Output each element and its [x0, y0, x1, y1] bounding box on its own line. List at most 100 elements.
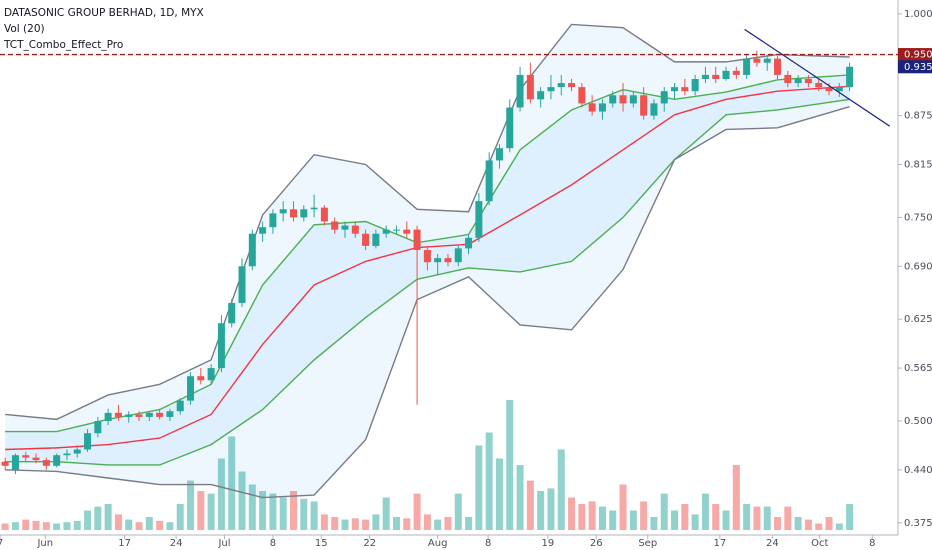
- plot-area: [1, 23, 891, 530]
- x-tick-label: 7: [0, 538, 3, 549]
- volume-bar: [774, 517, 782, 530]
- candle-body: [289, 209, 297, 218]
- volume-bar: [42, 522, 50, 530]
- volume-bar: [300, 498, 308, 530]
- candle-body: [578, 87, 586, 104]
- volume-bar: [835, 523, 843, 530]
- volume-bar: [732, 465, 740, 530]
- candle-body: [701, 74, 709, 79]
- y-tick-label: 0.750: [904, 212, 932, 223]
- volume-bar: [568, 497, 576, 530]
- price-label: 0.950: [904, 50, 932, 61]
- candle-body: [619, 95, 627, 104]
- candle-body: [320, 207, 328, 222]
- candle-body: [465, 237, 473, 249]
- candle-body: [104, 412, 112, 421]
- volume-bar: [485, 432, 493, 530]
- volume-bar: [671, 510, 679, 530]
- volume-bar: [156, 520, 164, 530]
- candle-body: [609, 95, 617, 104]
- candle-body: [640, 95, 648, 116]
- candle-body: [547, 87, 555, 92]
- band-line: [5, 23, 850, 421]
- candle-body: [753, 58, 761, 63]
- volume-bar: [846, 504, 854, 530]
- volume-bar: [259, 491, 267, 530]
- candle-body: [506, 107, 514, 149]
- x-tick-label: 8: [869, 538, 875, 549]
- volume-bar: [94, 506, 102, 530]
- candle-body: [341, 225, 349, 230]
- volume-bar: [629, 510, 637, 530]
- candle-body: [516, 74, 524, 108]
- x-tick-label: 17: [118, 538, 131, 549]
- volume-bar: [187, 480, 195, 530]
- candle-body: [454, 248, 462, 263]
- candle-body: [681, 87, 689, 92]
- indicator-label: TCT_Combo_Effect_Pro: [3, 39, 123, 51]
- candle-body: [557, 83, 565, 88]
- candle-body: [774, 58, 782, 75]
- candle-body: [279, 209, 287, 214]
- candle-body: [794, 78, 802, 84]
- volume-bar: [598, 506, 606, 530]
- candle-body: [568, 83, 576, 88]
- candle-body: [846, 66, 854, 88]
- volume-bar: [73, 520, 81, 530]
- volume-bar: [588, 501, 596, 530]
- candle-body: [145, 412, 153, 417]
- y-tick-label: 0.625: [904, 314, 932, 325]
- candle-body: [804, 78, 812, 84]
- x-tick-label: 15: [315, 538, 328, 549]
- volume-bar: [289, 491, 297, 530]
- y-tick-label: 0.500: [904, 416, 932, 427]
- candle-body: [362, 233, 370, 246]
- volume-bar: [372, 514, 380, 530]
- candle-body: [691, 78, 699, 92]
- chart-title: DATASONIC GROUP BERHAD, 1D, MYX: [4, 7, 204, 19]
- candle-body: [598, 103, 606, 112]
- volume-bar: [104, 504, 112, 530]
- price-label-box: [898, 60, 932, 74]
- volume-bar: [11, 522, 19, 530]
- candle-body: [784, 74, 792, 84]
- volume-bar: [310, 501, 318, 530]
- candle-body: [722, 70, 730, 79]
- candle-body: [176, 400, 184, 412]
- candle-body: [207, 368, 215, 381]
- x-tick-label: 17: [713, 538, 726, 549]
- x-tick-label: 26: [590, 538, 603, 549]
- volume-bar: [434, 519, 442, 530]
- volume-bar: [475, 445, 483, 530]
- volume-bar: [279, 497, 287, 530]
- candle-body: [1, 461, 9, 466]
- volume-bar: [578, 504, 586, 530]
- candle-body: [423, 249, 431, 263]
- candle-body: [382, 229, 390, 234]
- candle-body: [11, 455, 19, 470]
- candle-body: [763, 58, 771, 63]
- candle-body: [248, 233, 256, 267]
- y-tick-label: 0.565: [904, 363, 932, 374]
- volume-bar: [392, 517, 400, 530]
- candle-body: [114, 412, 122, 417]
- volume-bar: [84, 510, 92, 530]
- x-tick-label: 8: [485, 538, 491, 549]
- candle-body: [650, 103, 658, 116]
- volume-bar: [63, 522, 71, 530]
- volume-bar: [125, 519, 133, 530]
- x-tick-label: Oct: [811, 538, 828, 549]
- candle-body: [53, 455, 61, 466]
- volume-bar: [506, 400, 514, 530]
- volume-bar: [547, 488, 555, 530]
- volume-bar: [351, 518, 359, 530]
- volume-bar: [815, 523, 823, 530]
- volume-bar: [609, 510, 617, 530]
- candle-body: [22, 455, 30, 458]
- candle-body: [300, 209, 308, 218]
- volume-bar: [269, 493, 277, 530]
- candle-body: [187, 376, 195, 401]
- volume-bar: [722, 510, 730, 530]
- price-label: 0.935: [904, 62, 932, 73]
